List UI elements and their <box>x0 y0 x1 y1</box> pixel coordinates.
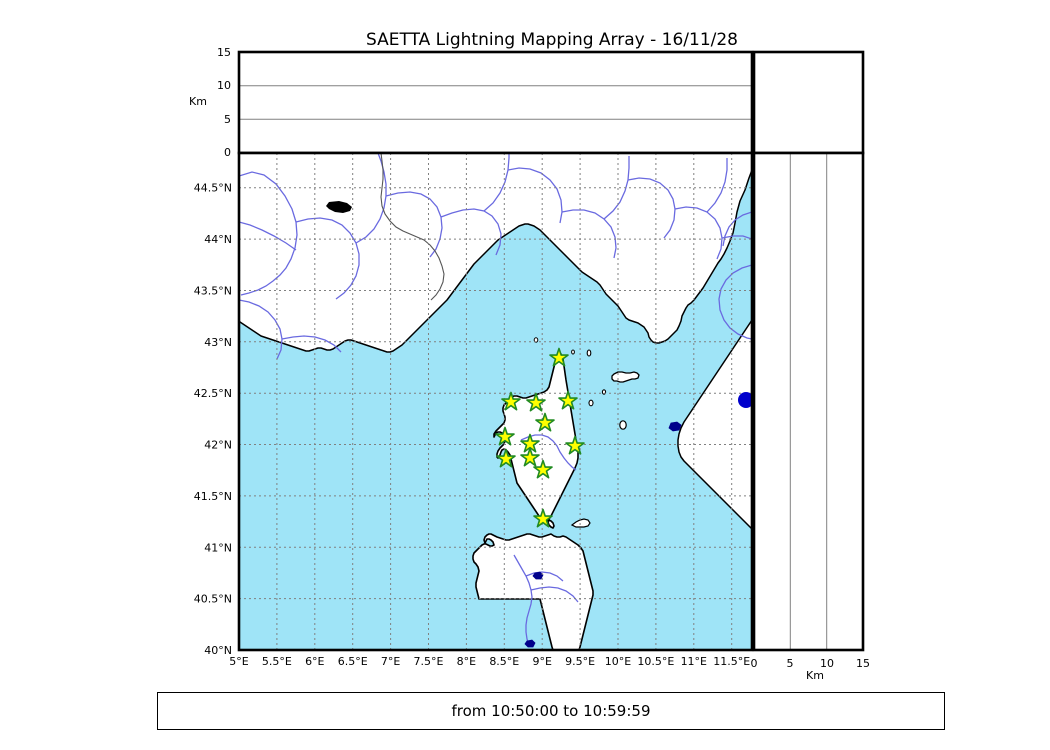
country-borders <box>380 153 445 301</box>
lon-tick-9: 9.5°E <box>565 655 595 668</box>
right-panel-xtick-0: 0 <box>751 657 758 670</box>
lon-tick-12: 11°E <box>681 655 707 668</box>
lon-tick-8: 9°E <box>532 655 551 668</box>
lon-tick-11: 10.5°E <box>637 655 674 668</box>
lon-tick-5: 7.5°E <box>414 655 444 668</box>
top-panel-ytick-5: 5 <box>224 113 231 126</box>
lat-tick-5: 42.5°N <box>194 387 232 400</box>
right-panel: 0 5 10 15 Km <box>751 151 870 682</box>
status-bar-text: from 10:50:00 to 10:59:59 <box>451 702 651 720</box>
map-longitude-ticklabels: 5°E 5.5°E 6°E 6.5°E 7°E 7.5°E 8°E 8.5°E … <box>229 655 750 668</box>
top-panel-grid <box>239 85 752 120</box>
page-title: SAETTA Lightning Mapping Array - 16/11/2… <box>366 30 738 50</box>
top-panel: 15 10 5 0 Km <box>189 46 754 159</box>
corner-panel <box>752 50 865 155</box>
lat-tick-3: 41.5°N <box>194 490 232 503</box>
lon-tick-10: 10°E <box>605 655 631 668</box>
lat-tick-6: 43°N <box>204 336 232 349</box>
status-bar: from 10:50:00 to 10:59:59 <box>157 692 945 730</box>
lon-tick-0: 5°E <box>229 655 248 668</box>
map-latitude-ticklabels: 40°N 40.5°N 41°N 41.5°N 42°N 42.5°N 43°N… <box>194 182 232 657</box>
right-panel-grid <box>789 153 828 650</box>
lightning-source-marker <box>738 392 752 408</box>
top-panel-ytick-15: 15 <box>217 46 231 59</box>
lon-tick-4: 7°E <box>381 655 400 668</box>
right-panel-xtick-15: 15 <box>856 657 870 670</box>
rivers <box>239 153 752 646</box>
lon-tick-3: 6.5°E <box>338 655 368 668</box>
lon-tick-2: 6°E <box>305 655 324 668</box>
lat-tick-7: 43.5°N <box>194 285 232 298</box>
map-gridlines <box>239 153 752 650</box>
lat-tick-1: 40.5°N <box>194 593 232 606</box>
right-panel-xlabel: Km <box>806 669 824 682</box>
right-panel-xtick-5: 5 <box>787 657 794 670</box>
map-panel[interactable] <box>237 151 754 652</box>
lat-tick-0: 40°N <box>204 644 232 657</box>
top-panel-ytick-0: 0 <box>224 146 231 159</box>
lon-tick-7: 8.5°E <box>489 655 519 668</box>
top-panel-ylabel: Km <box>189 95 207 108</box>
lon-tick-6: 8°E <box>457 655 476 668</box>
lat-tick-8: 44°N <box>204 233 232 246</box>
lon-tick-13: 11.5°E <box>713 655 750 668</box>
right-panel-xtick-10: 10 <box>820 657 834 670</box>
lat-tick-2: 41°N <box>204 541 232 554</box>
lat-tick-4: 42°N <box>204 439 232 452</box>
lon-tick-1: 5.5°E <box>262 655 292 668</box>
top-panel-ytick-10: 10 <box>217 79 231 92</box>
lat-tick-9: 44.5°N <box>194 182 232 195</box>
